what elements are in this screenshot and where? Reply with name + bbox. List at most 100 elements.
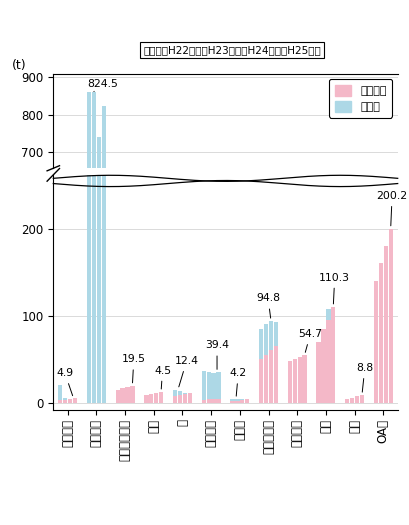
- Bar: [149, 401, 153, 403]
- Bar: [316, 390, 320, 416]
- Bar: [383, 368, 387, 403]
- Bar: [120, 410, 124, 416]
- Bar: [349, 414, 353, 416]
- Bar: [173, 396, 177, 403]
- Text: 8.8: 8.8: [355, 363, 373, 392]
- Bar: [130, 385, 134, 403]
- Bar: [292, 397, 296, 416]
- Bar: [349, 398, 353, 403]
- Bar: [173, 410, 177, 416]
- Bar: [159, 415, 163, 416]
- Bar: [216, 399, 220, 403]
- Bar: [58, 408, 62, 416]
- Bar: [187, 395, 191, 403]
- Bar: [326, 375, 330, 416]
- Text: (t): (t): [12, 59, 27, 71]
- Bar: [321, 329, 325, 403]
- Bar: [349, 415, 353, 416]
- Bar: [297, 358, 301, 403]
- Bar: [144, 395, 148, 403]
- Bar: [173, 413, 177, 416]
- Bar: [154, 412, 158, 416]
- Bar: [302, 378, 306, 403]
- Bar: [230, 415, 234, 416]
- Bar: [287, 408, 291, 416]
- Bar: [378, 400, 382, 416]
- Bar: [349, 400, 353, 403]
- Bar: [330, 374, 335, 416]
- Bar: [187, 412, 191, 416]
- Bar: [388, 228, 392, 403]
- Text: 200.2: 200.2: [375, 191, 407, 226]
- Bar: [182, 394, 187, 403]
- Bar: [63, 400, 67, 403]
- Bar: [182, 412, 187, 416]
- Bar: [273, 322, 277, 403]
- Bar: [149, 412, 153, 416]
- Bar: [182, 412, 187, 416]
- Bar: [206, 414, 210, 416]
- Bar: [263, 382, 267, 416]
- Bar: [73, 401, 77, 403]
- Bar: [159, 411, 163, 416]
- Bar: [321, 384, 325, 416]
- Bar: [187, 412, 191, 416]
- Bar: [268, 393, 272, 416]
- Bar: [125, 387, 129, 403]
- Text: 110.3: 110.3: [319, 272, 349, 304]
- Bar: [173, 390, 177, 403]
- Bar: [159, 401, 163, 403]
- Bar: [216, 403, 220, 416]
- Bar: [144, 412, 148, 416]
- Bar: [206, 403, 210, 416]
- Bar: [321, 397, 325, 416]
- Bar: [230, 414, 234, 416]
- Bar: [235, 401, 239, 403]
- Bar: [125, 409, 129, 416]
- Bar: [115, 390, 119, 403]
- Bar: [245, 414, 249, 416]
- Bar: [206, 372, 210, 403]
- Bar: [159, 392, 163, 403]
- Bar: [178, 395, 182, 403]
- Bar: [216, 414, 220, 416]
- Bar: [58, 385, 62, 403]
- Bar: [240, 399, 244, 403]
- Bar: [388, 340, 392, 416]
- Bar: [292, 359, 296, 403]
- Bar: [344, 401, 348, 403]
- Bar: [201, 400, 205, 403]
- Bar: [287, 361, 291, 403]
- Bar: [263, 355, 267, 403]
- Bar: [354, 414, 358, 416]
- Bar: [149, 394, 153, 403]
- Bar: [68, 400, 72, 403]
- Bar: [268, 350, 272, 403]
- Bar: [230, 399, 234, 403]
- Bar: [263, 324, 267, 403]
- Bar: [211, 414, 215, 416]
- Legend: 資源化量, 廃棄量: 資源化量, 廃棄量: [328, 79, 391, 118]
- Bar: [92, 91, 96, 416]
- Bar: [87, 0, 91, 403]
- Bar: [240, 414, 244, 416]
- Bar: [297, 406, 301, 416]
- Bar: [258, 397, 263, 416]
- Text: 4.2: 4.2: [229, 368, 246, 396]
- Bar: [383, 348, 387, 416]
- Bar: [344, 399, 348, 403]
- Bar: [373, 281, 377, 403]
- Text: 4.9: 4.9: [56, 368, 73, 396]
- Bar: [68, 399, 72, 403]
- Text: 54.7: 54.7: [298, 329, 321, 352]
- Bar: [211, 403, 215, 416]
- Bar: [235, 415, 239, 416]
- Bar: [316, 363, 320, 403]
- Bar: [330, 307, 335, 403]
- Bar: [120, 388, 124, 403]
- Bar: [178, 391, 182, 403]
- Bar: [378, 264, 382, 403]
- Bar: [73, 415, 77, 416]
- Bar: [240, 415, 244, 416]
- Bar: [258, 329, 263, 403]
